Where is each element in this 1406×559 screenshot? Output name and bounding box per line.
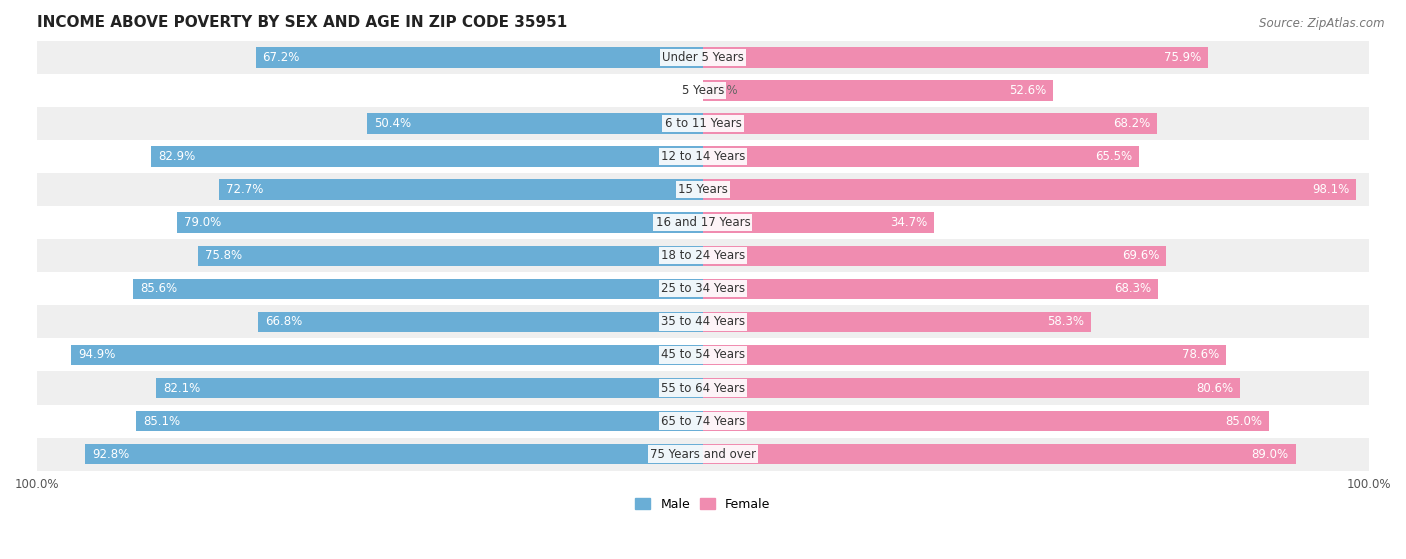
Text: 68.3%: 68.3% [1114,282,1152,295]
Bar [72,345,703,365]
Text: 94.9%: 94.9% [77,348,115,362]
Bar [37,74,1369,107]
Text: 18 to 24 Years: 18 to 24 Years [661,249,745,262]
Text: 52.6%: 52.6% [1010,84,1046,97]
Text: 79.0%: 79.0% [184,216,221,229]
Bar [703,345,1226,365]
Bar [703,146,1139,167]
Text: 55 to 64 Years: 55 to 64 Years [661,381,745,395]
Bar [703,444,1295,465]
Bar [150,146,703,167]
Bar [703,80,1053,101]
Bar [136,411,703,432]
Bar [37,305,1369,338]
Text: 92.8%: 92.8% [91,448,129,461]
Text: 5 Years: 5 Years [682,84,724,97]
Bar [703,245,1167,266]
Text: 45 to 54 Years: 45 to 54 Years [661,348,745,362]
Bar [256,47,703,68]
Bar [37,338,1369,372]
Bar [37,140,1369,173]
Text: 75.8%: 75.8% [205,249,242,262]
Bar [367,113,703,134]
Bar [177,212,703,233]
Bar [703,47,1208,68]
Bar [86,444,703,465]
Text: 72.7%: 72.7% [225,183,263,196]
Bar [37,272,1369,305]
Bar [37,372,1369,405]
Text: 65 to 74 Years: 65 to 74 Years [661,415,745,428]
Bar [259,311,703,332]
Text: 80.6%: 80.6% [1197,381,1233,395]
Text: 25 to 34 Years: 25 to 34 Years [661,282,745,295]
Bar [703,179,1357,200]
Text: 67.2%: 67.2% [263,51,299,64]
Text: Under 5 Years: Under 5 Years [662,51,744,64]
Bar [156,378,703,398]
Bar [703,411,1268,432]
Bar [37,107,1369,140]
Text: 75.9%: 75.9% [1164,51,1202,64]
Text: 85.6%: 85.6% [139,282,177,295]
Bar [134,278,703,299]
Text: 68.2%: 68.2% [1114,117,1150,130]
Bar [703,311,1091,332]
Bar [703,212,934,233]
Bar [37,239,1369,272]
Text: Source: ZipAtlas.com: Source: ZipAtlas.com [1260,17,1385,30]
Text: 34.7%: 34.7% [890,216,928,229]
Bar [37,173,1369,206]
Text: 82.9%: 82.9% [157,150,195,163]
Text: 89.0%: 89.0% [1251,448,1289,461]
Bar [219,179,703,200]
Bar [703,278,1157,299]
Text: 65.5%: 65.5% [1095,150,1132,163]
Bar [37,41,1369,74]
Bar [703,378,1240,398]
Bar [703,113,1157,134]
Legend: Male, Female: Male, Female [630,493,776,516]
Text: 50.4%: 50.4% [374,117,411,130]
Bar [37,438,1369,471]
Bar [37,405,1369,438]
Text: 15 Years: 15 Years [678,183,728,196]
Text: 98.1%: 98.1% [1312,183,1350,196]
Text: 78.6%: 78.6% [1182,348,1219,362]
Text: 85.1%: 85.1% [143,415,180,428]
Bar [198,245,703,266]
Text: 69.6%: 69.6% [1122,249,1160,262]
Text: 82.1%: 82.1% [163,381,200,395]
Text: 12 to 14 Years: 12 to 14 Years [661,150,745,163]
Bar [37,206,1369,239]
Text: 0.0%: 0.0% [709,84,738,97]
Text: 58.3%: 58.3% [1047,315,1084,328]
Text: INCOME ABOVE POVERTY BY SEX AND AGE IN ZIP CODE 35951: INCOME ABOVE POVERTY BY SEX AND AGE IN Z… [37,15,568,30]
Text: 35 to 44 Years: 35 to 44 Years [661,315,745,328]
Text: 6 to 11 Years: 6 to 11 Years [665,117,741,130]
Text: 66.8%: 66.8% [264,315,302,328]
Text: 75 Years and over: 75 Years and over [650,448,756,461]
Text: 85.0%: 85.0% [1225,415,1263,428]
Text: 16 and 17 Years: 16 and 17 Years [655,216,751,229]
